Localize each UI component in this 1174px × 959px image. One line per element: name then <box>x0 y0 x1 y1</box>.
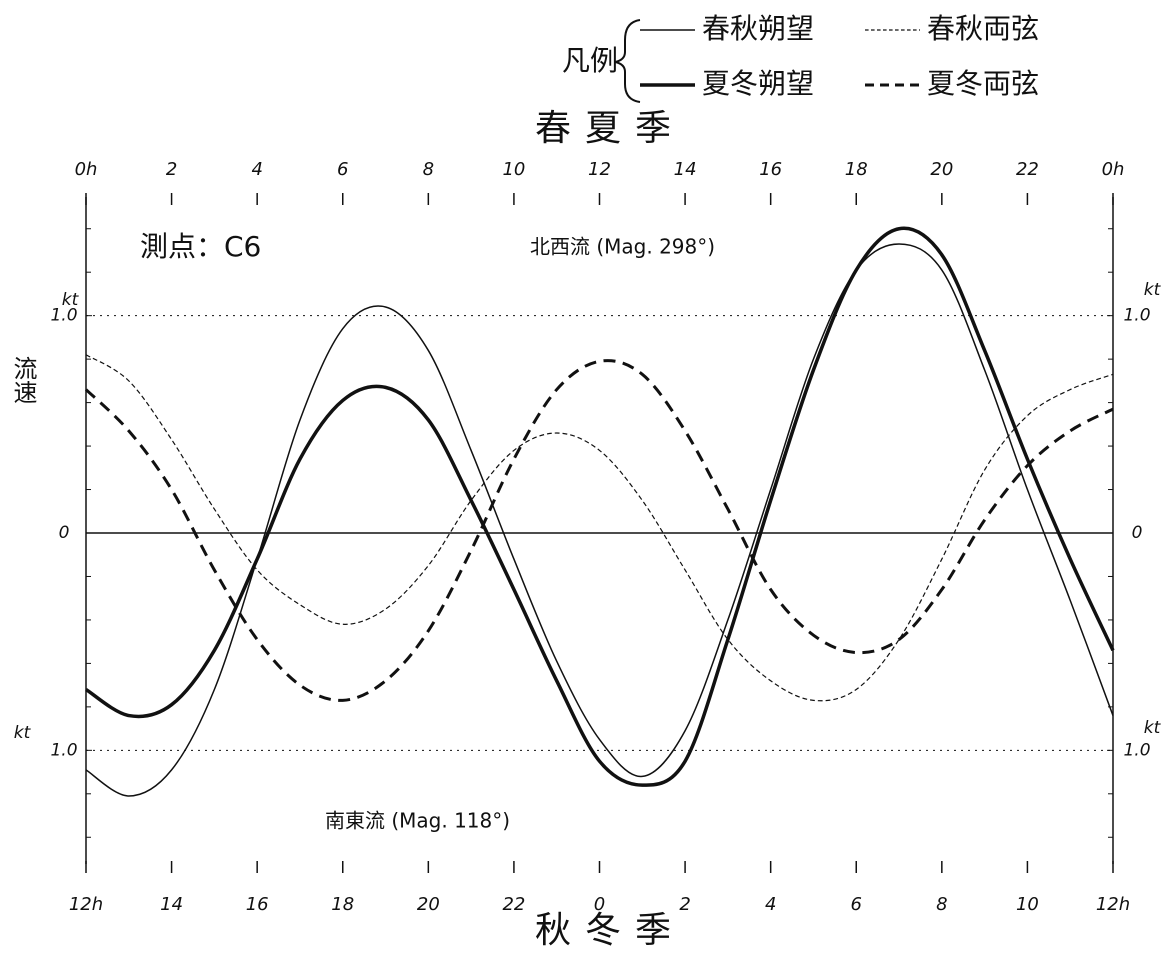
x2-tick-label: 16 <box>246 894 269 915</box>
legend-brace <box>614 19 641 103</box>
x2-title: 秋冬季 <box>535 910 685 951</box>
se-current-label: 南東流 (Mag. 118°) <box>325 809 510 833</box>
x2-tick-label: 20 <box>417 894 440 915</box>
x-tick-label: 10 <box>502 159 525 180</box>
x-tick-label: 2 <box>166 159 177 180</box>
legend-label: 夏冬朔望 <box>702 67 814 100</box>
y-unit: kt <box>1144 280 1162 300</box>
y-unit: kt <box>62 290 80 310</box>
x-tick-label: 20 <box>930 159 953 180</box>
y-unit: kt <box>1144 718 1162 738</box>
y-tick-label-right: 1.0 <box>1123 306 1150 326</box>
legend-label: 春秋朔望 <box>702 12 814 45</box>
x2-tick-label: 18 <box>331 894 354 915</box>
x-tick-label: 8 <box>423 159 434 180</box>
y-label: 流速 <box>9 356 37 404</box>
series-line <box>84 359 1114 702</box>
x2-tick-label: 0 <box>594 894 605 915</box>
x-tick-label: 0h <box>75 159 98 180</box>
y-tick-label: 0 <box>59 523 70 543</box>
x2-tick-label: 22 <box>502 894 525 915</box>
legend-title: 凡例 <box>562 44 618 77</box>
legend-label: 春秋両弦 <box>927 12 1039 45</box>
x2-tick-label: 14 <box>160 894 183 915</box>
x-tick-label: 16 <box>759 159 782 180</box>
y-unit: kt <box>14 723 32 743</box>
x2-tick-label: 2 <box>679 894 690 915</box>
x2-tick-label: 12h <box>69 894 103 915</box>
x2-tick-label: 6 <box>851 894 862 915</box>
x-tick-label: 6 <box>337 159 348 180</box>
series-line <box>85 354 1114 702</box>
series-line <box>85 243 1114 797</box>
x2-tick-label: 8 <box>936 894 947 915</box>
x-tick-label: 4 <box>251 159 262 180</box>
station-label: 測点：C6 <box>140 230 261 263</box>
y-tick-label-right: 0 <box>1132 523 1143 543</box>
y-tick-label: 1.0 <box>50 740 77 760</box>
chart-title: 春夏季 <box>535 108 685 149</box>
x-tick-label: 18 <box>845 159 868 180</box>
x-tick-label: 0h <box>1102 159 1125 180</box>
x-tick-label: 14 <box>674 159 697 180</box>
nw-current-label: 北西流 (Mag. 298°) <box>530 235 715 259</box>
x2-tick-label: 4 <box>765 894 776 915</box>
y-tick-label-right: 1.0 <box>1123 740 1150 760</box>
series-line <box>85 226 1115 787</box>
x2-tick-label: 12h <box>1096 894 1130 915</box>
legend-label: 夏冬両弦 <box>927 67 1039 100</box>
x-tick-label: 12 <box>588 159 611 180</box>
x-tick-label: 22 <box>1016 159 1039 180</box>
x2-tick-label: 10 <box>1016 894 1039 915</box>
y-tick-label: 1.0 <box>50 306 77 326</box>
